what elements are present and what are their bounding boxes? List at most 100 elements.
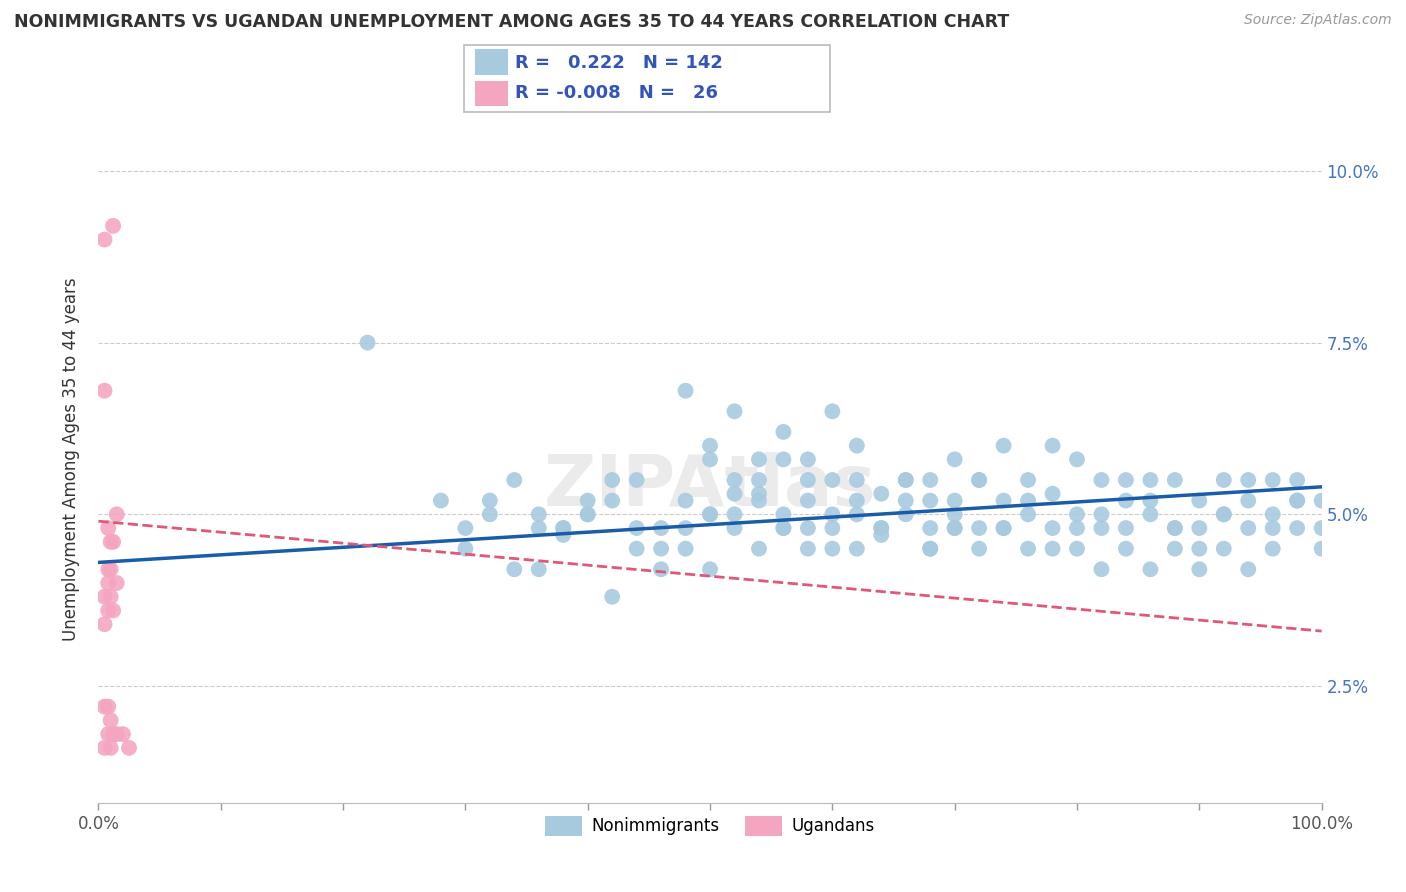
Point [1212, 541, 1234, 556]
Point [748, 452, 770, 467]
Point [845, 541, 868, 556]
Point [699, 452, 721, 467]
Point [97, 603, 120, 617]
Point [1188, 521, 1211, 535]
Point [821, 404, 844, 418]
Point [93, 617, 115, 632]
Point [553, 528, 575, 542]
Point [527, 562, 550, 576]
Point [527, 508, 550, 522]
Point [1188, 493, 1211, 508]
FancyBboxPatch shape [475, 49, 508, 75]
Point [1066, 541, 1088, 556]
Point [1066, 452, 1088, 467]
Point [920, 473, 942, 487]
Point [1188, 541, 1211, 556]
Point [650, 562, 672, 576]
Point [1237, 521, 1260, 535]
Point [101, 727, 124, 741]
Point [1261, 521, 1284, 535]
Point [1090, 473, 1112, 487]
Point [1212, 508, 1234, 522]
Point [626, 521, 648, 535]
Point [675, 384, 697, 398]
Point [870, 521, 893, 535]
Text: NONIMMIGRANTS VS UGANDAN UNEMPLOYMENT AMONG AGES 35 TO 44 YEARS CORRELATION CHAR: NONIMMIGRANTS VS UGANDAN UNEMPLOYMENT AM… [14, 13, 1010, 31]
Point [943, 521, 966, 535]
Point [1212, 508, 1234, 522]
Point [600, 590, 623, 604]
Point [797, 493, 820, 508]
Point [478, 508, 501, 522]
Point [97, 727, 120, 741]
Point [553, 521, 575, 535]
Point [699, 508, 721, 522]
Point [1164, 521, 1187, 535]
Point [1164, 521, 1187, 535]
Point [1042, 541, 1064, 556]
Point [1237, 562, 1260, 576]
Point [797, 452, 820, 467]
Point [1042, 439, 1064, 453]
Point [1237, 473, 1260, 487]
Point [920, 541, 942, 556]
Point [1139, 493, 1161, 508]
Point [576, 508, 599, 522]
Point [967, 473, 990, 487]
FancyBboxPatch shape [464, 45, 830, 112]
Point [101, 603, 124, 617]
Point [100, 590, 122, 604]
FancyBboxPatch shape [475, 81, 508, 106]
Point [748, 473, 770, 487]
Point [1066, 508, 1088, 522]
Point [1090, 508, 1112, 522]
Point [821, 508, 844, 522]
Point [1164, 473, 1187, 487]
Text: Source: ZipAtlas.com: Source: ZipAtlas.com [1244, 13, 1392, 28]
Point [1164, 541, 1187, 556]
Point [993, 439, 1015, 453]
Point [821, 521, 844, 535]
Point [100, 534, 122, 549]
Y-axis label: Unemployment Among Ages 35 to 44 years: Unemployment Among Ages 35 to 44 years [62, 277, 80, 641]
Point [1310, 493, 1333, 508]
Point [723, 487, 745, 501]
Point [503, 562, 526, 576]
Point [845, 473, 868, 487]
Point [1090, 521, 1112, 535]
Point [1115, 493, 1137, 508]
Point [1286, 493, 1309, 508]
Point [1261, 473, 1284, 487]
Point [97, 699, 120, 714]
Legend: Nonimmigrants, Ugandans: Nonimmigrants, Ugandans [538, 809, 882, 843]
Point [97, 521, 120, 535]
Point [1310, 541, 1333, 556]
Text: ZIPAtlas: ZIPAtlas [544, 452, 876, 521]
Point [430, 493, 453, 508]
Point [1090, 562, 1112, 576]
Point [894, 493, 917, 508]
Point [1115, 541, 1137, 556]
Point [1139, 562, 1161, 576]
Point [967, 521, 990, 535]
Point [723, 521, 745, 535]
Point [845, 508, 868, 522]
Point [1237, 493, 1260, 508]
Point [699, 562, 721, 576]
Point [93, 384, 115, 398]
Point [1261, 541, 1284, 556]
Point [699, 439, 721, 453]
Point [772, 508, 794, 522]
Point [93, 590, 115, 604]
Point [920, 493, 942, 508]
Point [821, 473, 844, 487]
Point [1017, 473, 1039, 487]
Point [478, 493, 501, 508]
Point [1139, 508, 1161, 522]
Point [943, 452, 966, 467]
Point [1286, 473, 1309, 487]
Point [993, 493, 1015, 508]
Point [748, 487, 770, 501]
Point [870, 521, 893, 535]
Point [1017, 493, 1039, 508]
